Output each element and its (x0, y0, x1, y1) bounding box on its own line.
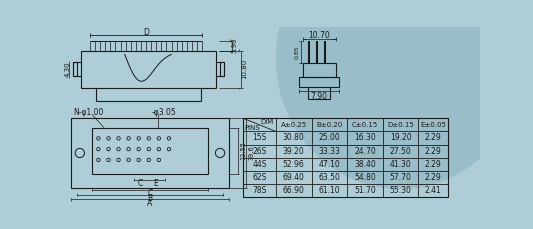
Text: 38.40: 38.40 (354, 160, 376, 169)
Text: 39.6: 39.6 (248, 146, 254, 160)
Text: 55.30: 55.30 (390, 186, 411, 195)
Text: 52.96: 52.96 (283, 160, 304, 169)
Text: 54.80: 54.80 (354, 173, 376, 182)
Text: C: C (147, 189, 152, 198)
Text: 12.55: 12.55 (240, 141, 246, 160)
Text: C: C (138, 179, 143, 188)
Text: 15S: 15S (253, 134, 267, 142)
Text: 33.33: 33.33 (318, 147, 340, 155)
Text: E: E (154, 179, 158, 188)
Bar (70, 118, 229, 188)
Text: 0.85: 0.85 (295, 45, 300, 59)
Text: B±0.20: B±0.20 (316, 122, 343, 128)
Text: 2.29: 2.29 (425, 173, 441, 182)
Bar (244, 118, 448, 197)
Text: 66.90: 66.90 (283, 186, 305, 195)
Text: 2.41: 2.41 (425, 186, 441, 195)
Bar (80, 51, 216, 87)
Text: N-φ1.00: N-φ1.00 (73, 109, 103, 117)
Text: 26S: 26S (253, 147, 267, 155)
Bar (303, 63, 336, 77)
Text: 10.80: 10.80 (241, 59, 247, 79)
Text: 41.30: 41.30 (390, 160, 411, 169)
Text: 10.70: 10.70 (309, 31, 330, 41)
Text: A±0.25: A±0.25 (281, 122, 307, 128)
Text: 16.30: 16.30 (354, 134, 376, 142)
Text: 39.20: 39.20 (283, 147, 304, 155)
Bar (92, 128, 208, 174)
Text: 69.40: 69.40 (283, 173, 305, 182)
Text: 5.90: 5.90 (232, 38, 238, 53)
Text: DIM: DIM (260, 119, 273, 125)
Text: E±0.05: E±0.05 (420, 122, 446, 128)
Text: B: B (148, 194, 152, 203)
Text: 57.70: 57.70 (390, 173, 411, 182)
Ellipse shape (276, 0, 524, 189)
Text: 30.80: 30.80 (283, 134, 304, 142)
Text: -φ3.05: -φ3.05 (152, 109, 176, 117)
Text: 44S: 44S (252, 160, 267, 169)
Text: 61.10: 61.10 (319, 186, 340, 195)
Text: 4.30: 4.30 (64, 61, 70, 77)
Text: 2.29: 2.29 (425, 147, 441, 155)
Text: 63.50: 63.50 (318, 173, 340, 182)
Text: C±0.15: C±0.15 (352, 122, 378, 128)
Text: 78S: 78S (253, 186, 267, 195)
Text: D±0.15: D±0.15 (387, 122, 414, 128)
Text: A: A (147, 199, 152, 208)
Text: D: D (143, 28, 149, 37)
Text: 27.50: 27.50 (390, 147, 411, 155)
Text: 2.29: 2.29 (425, 160, 441, 169)
Bar (299, 77, 340, 87)
Text: 7.90: 7.90 (311, 92, 328, 101)
Text: 47.10: 47.10 (319, 160, 340, 169)
Text: 24.70: 24.70 (354, 147, 376, 155)
Text: 62S: 62S (253, 173, 267, 182)
Text: 51.70: 51.70 (354, 186, 376, 195)
Text: PINS: PINS (245, 125, 260, 131)
Bar (73, 62, 77, 76)
Bar (220, 62, 224, 76)
Text: 25.00: 25.00 (319, 134, 340, 142)
Text: 2.29: 2.29 (425, 134, 441, 142)
Text: 19.20: 19.20 (390, 134, 411, 142)
